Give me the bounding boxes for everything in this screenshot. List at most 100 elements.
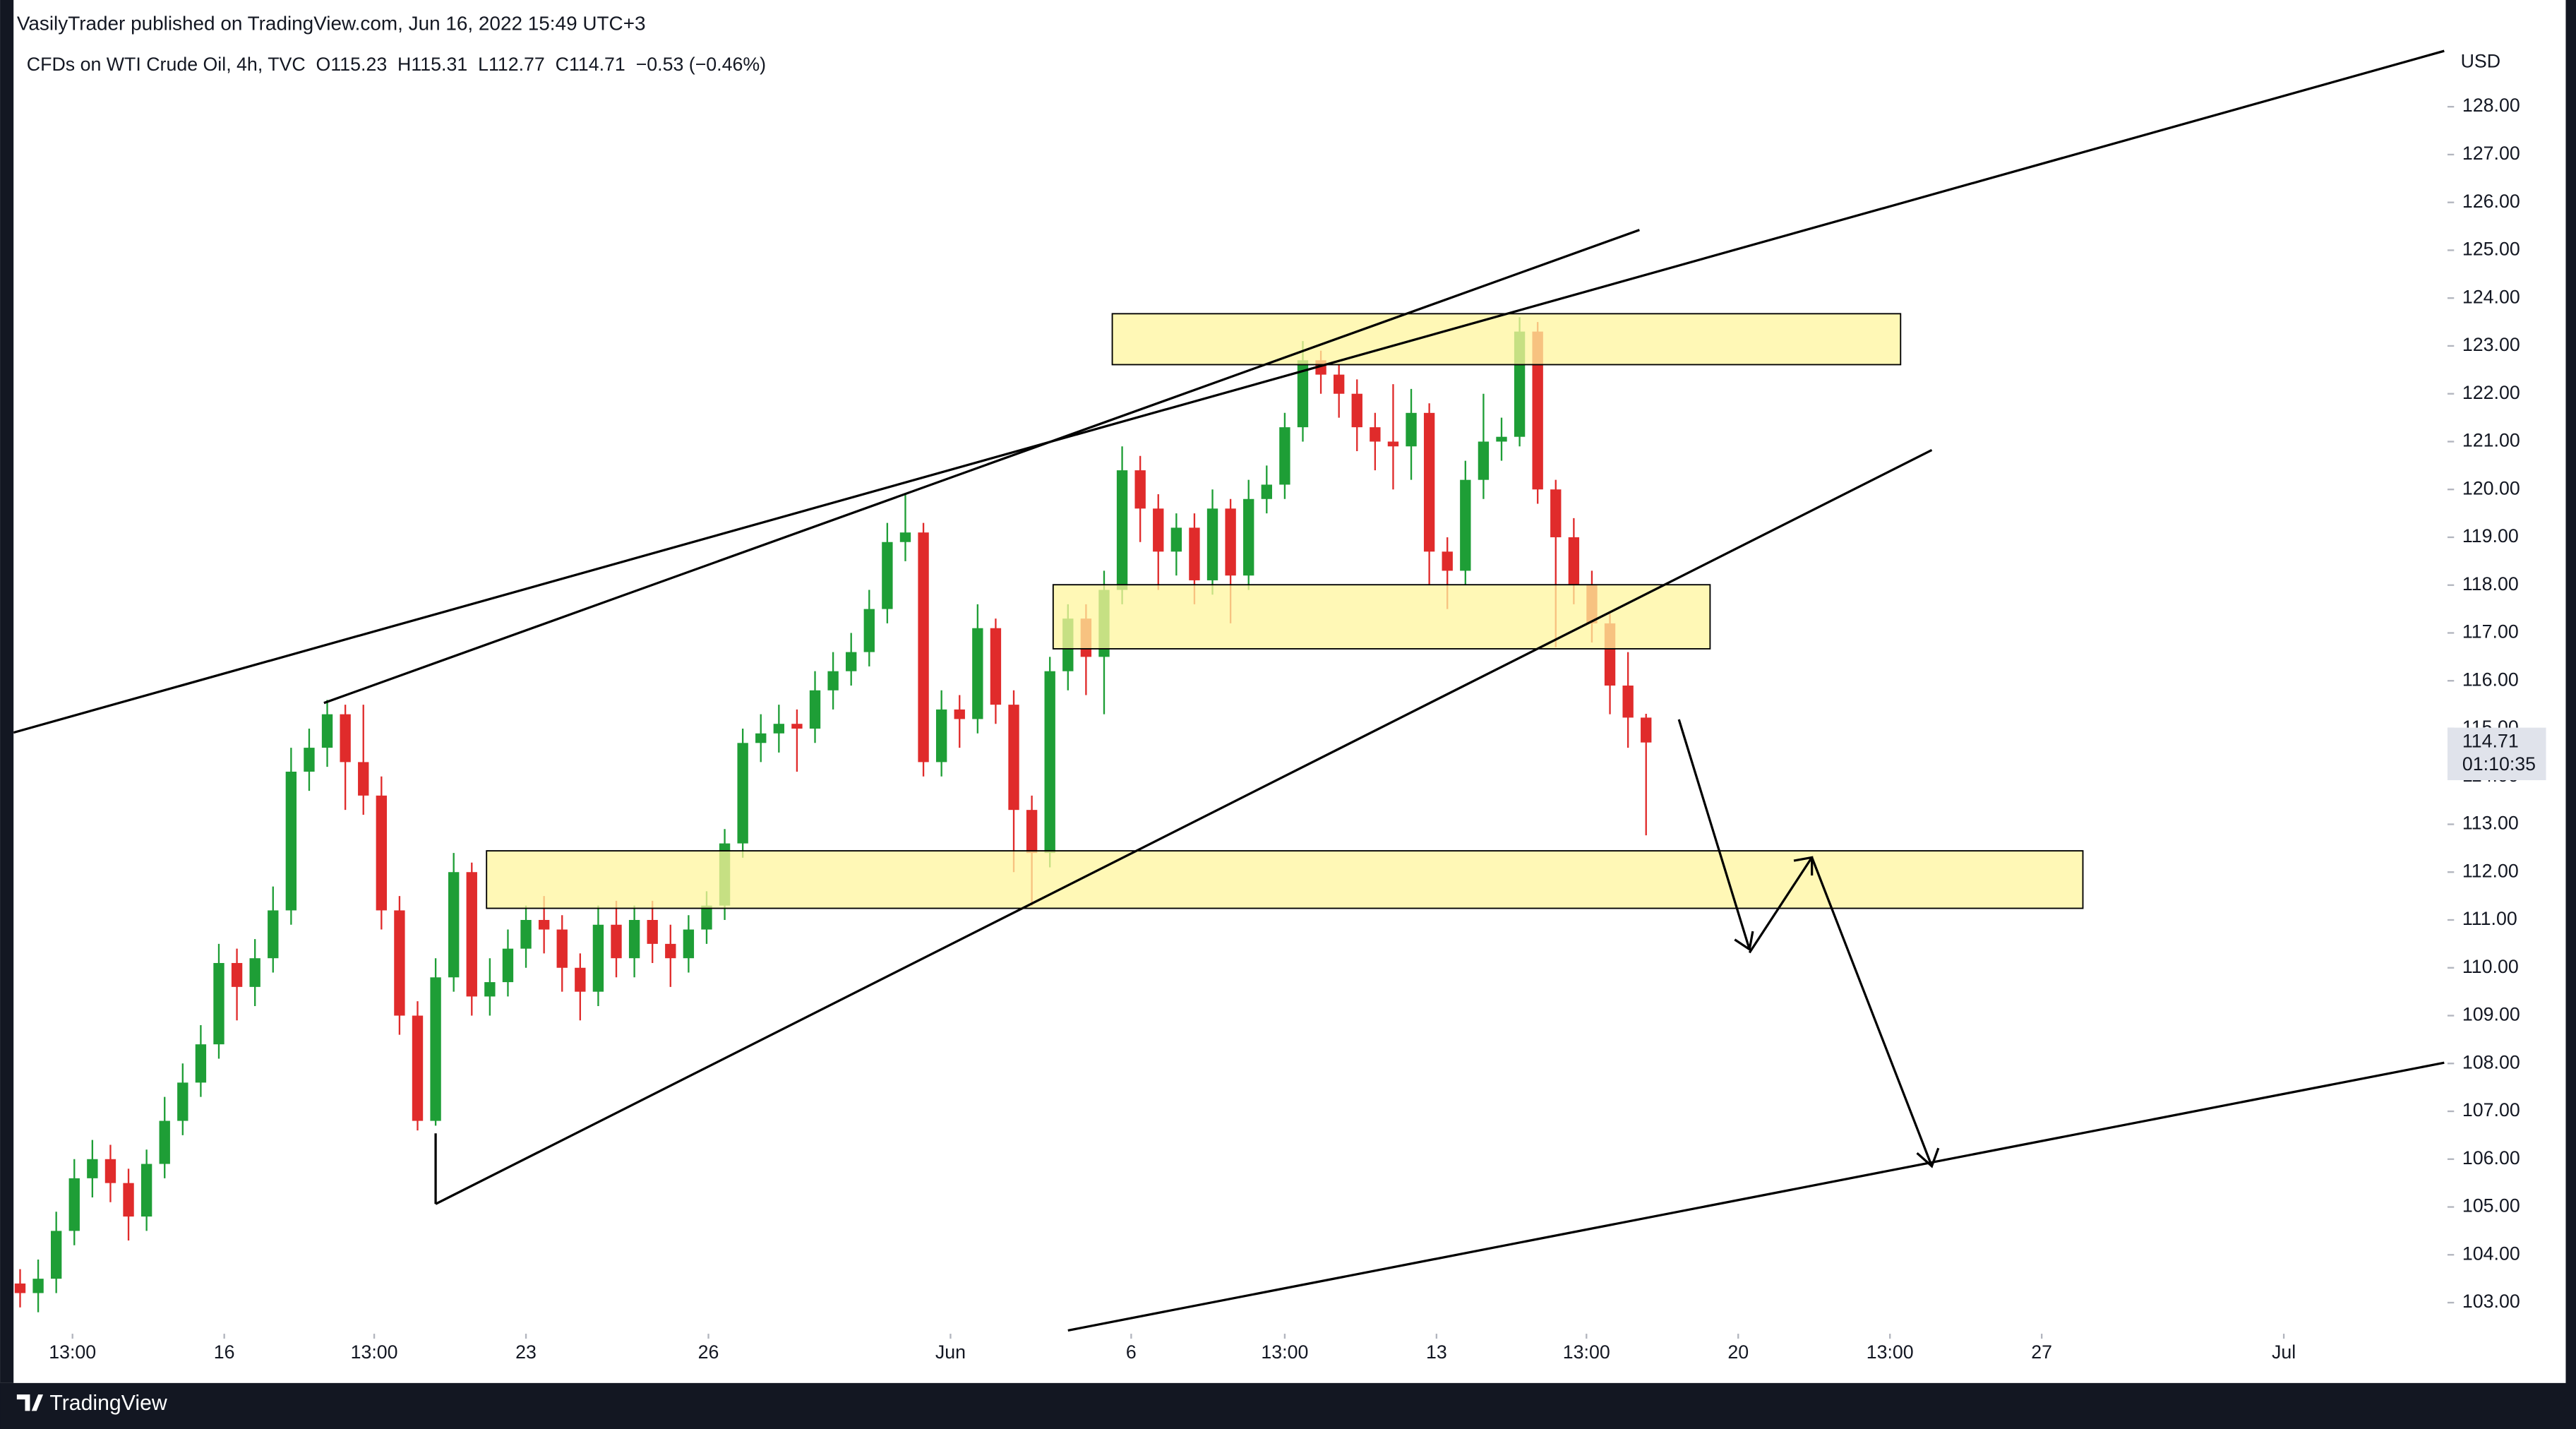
candle-body: [575, 967, 586, 992]
chart-background: [0, 0, 2566, 1383]
price-label-box: [2447, 727, 2546, 781]
candle-body: [1370, 427, 1381, 442]
candle-body: [1387, 441, 1399, 447]
candle-body: [538, 919, 550, 930]
y-tick-label: 121.00: [2462, 430, 2520, 451]
candle-body: [665, 943, 676, 959]
candle-body: [1460, 479, 1471, 571]
candle-body: [1641, 717, 1652, 743]
x-tick-label: 13: [1426, 1341, 1447, 1363]
candle-body: [340, 714, 351, 763]
y-unit: USD: [2461, 50, 2500, 71]
x-tick-label: 13:00: [1867, 1341, 1914, 1363]
arrow: [1811, 856, 1940, 1168]
candle-body: [592, 924, 604, 992]
candle-body: [1423, 412, 1435, 552]
candle-body: [1442, 551, 1453, 571]
candle-body: [1206, 508, 1218, 580]
y-tick-label: 125.00: [2462, 239, 2520, 260]
candle-body: [954, 709, 965, 719]
candle-body: [1044, 671, 1055, 854]
candle-body: [1532, 331, 1543, 490]
candle-body: [321, 714, 333, 748]
trend-line: [13, 49, 2445, 734]
candle-body: [701, 905, 712, 930]
candle-body: [935, 709, 947, 763]
candle-body: [394, 910, 405, 1016]
countdown: 01:10:35: [2462, 753, 2536, 775]
candle-body: [195, 1044, 207, 1083]
candle-body: [32, 1279, 44, 1293]
y-tick-label: 106.00: [2462, 1147, 2520, 1168]
candle-body: [412, 1015, 424, 1121]
y-tick-label: 104.00: [2462, 1243, 2520, 1264]
candle-body: [1225, 508, 1236, 576]
candle-body: [159, 1120, 170, 1164]
candle-body: [1406, 412, 1417, 447]
candle-body: [376, 795, 387, 911]
trend-line: [323, 229, 1640, 705]
y-tick-label: 107.00: [2462, 1099, 2520, 1120]
candle-body: [683, 929, 695, 959]
x-tick-label: 6: [1126, 1341, 1137, 1363]
x-tick-label: 27: [2031, 1341, 2052, 1363]
candle-body: [918, 532, 929, 763]
left-border: [0, 0, 14, 1383]
y-tick-label: 128.00: [2462, 95, 2520, 116]
x-tick-label: 13:00: [1261, 1341, 1308, 1363]
candle-body: [990, 628, 1002, 705]
y-tick-label: 127.00: [2462, 143, 2520, 164]
candle-body: [466, 872, 477, 997]
candle-body: [1351, 393, 1362, 428]
candle-body: [1333, 374, 1345, 394]
candle-body: [647, 919, 658, 944]
y-tick-label: 119.00: [2462, 525, 2519, 546]
arrow: [1677, 719, 1754, 952]
candle-body: [1297, 360, 1309, 428]
zone: [1111, 313, 1902, 366]
x-tick-label: 26: [698, 1341, 719, 1363]
candle-body: [755, 733, 767, 743]
x-tick-label: 16: [214, 1341, 235, 1363]
y-tick-label: 111.00: [2462, 908, 2517, 929]
y-tick-label: 120.00: [2462, 477, 2520, 498]
x-tick-label: 13:00: [1563, 1341, 1610, 1363]
x-tick-label: 13:00: [49, 1341, 96, 1363]
candle-body: [1279, 427, 1290, 485]
candle-body: [14, 1283, 26, 1293]
candle-body: [899, 532, 911, 542]
x-tick-label: 13:00: [351, 1341, 398, 1363]
candle-body: [1026, 810, 1038, 854]
y-tick-label: 110.00: [2462, 956, 2519, 977]
candle-body: [104, 1159, 116, 1183]
y-tick-label: 109.00: [2462, 1004, 2520, 1025]
candle-body: [358, 762, 369, 796]
candle-body: [123, 1183, 134, 1217]
candle-body: [520, 919, 532, 949]
candle-body: [68, 1178, 80, 1231]
candle-body: [846, 652, 857, 671]
candle-body: [1261, 484, 1272, 499]
y-tick-label: 117.00: [2462, 621, 2519, 642]
zone: [1052, 584, 1711, 650]
candle-body: [231, 962, 243, 987]
candle-body: [556, 929, 568, 968]
brand: TradingView: [49, 1392, 167, 1415]
y-tick-label: 108.00: [2462, 1051, 2520, 1072]
y-tick-label: 113.00: [2462, 813, 2519, 834]
candle-body: [285, 771, 297, 911]
candle-body: [773, 724, 785, 734]
candle-body: [1134, 470, 1146, 509]
candle-body: [177, 1082, 188, 1121]
candle-body: [448, 872, 460, 978]
candle-body: [1189, 527, 1200, 580]
candle-body: [484, 982, 496, 997]
candle-body: [502, 948, 514, 983]
zone: [486, 850, 2084, 909]
candle-body: [791, 724, 803, 729]
candle-body: [628, 919, 640, 959]
y-tick-label: 103.00: [2462, 1291, 2520, 1312]
candle-body: [972, 628, 983, 719]
candle-body: [809, 690, 821, 729]
